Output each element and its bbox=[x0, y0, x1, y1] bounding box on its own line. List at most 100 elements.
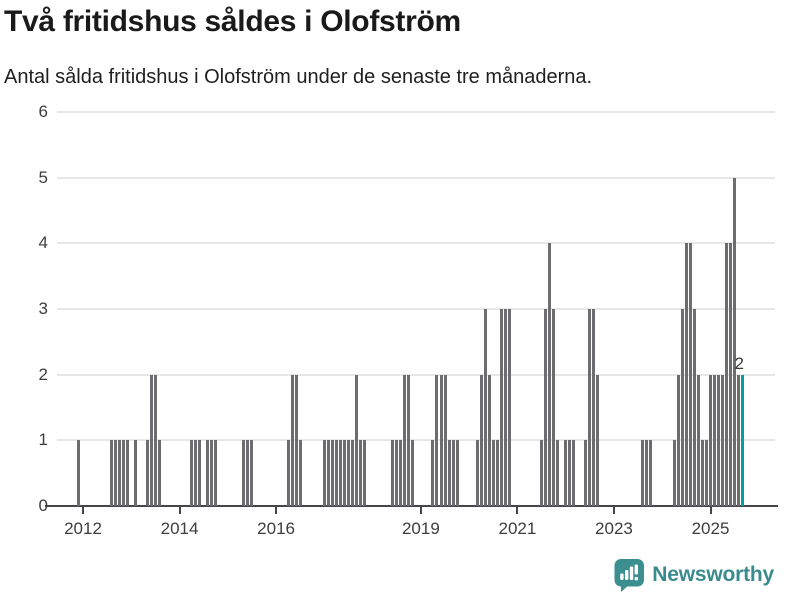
x-axis-tick bbox=[419, 507, 422, 514]
bar bbox=[242, 440, 245, 506]
bar bbox=[407, 375, 410, 506]
bar bbox=[480, 375, 483, 506]
bar bbox=[403, 375, 406, 506]
bar bbox=[500, 309, 503, 506]
y-axis-tick-label: 2 bbox=[38, 364, 48, 384]
bar bbox=[645, 440, 648, 506]
bar bbox=[733, 178, 736, 506]
bar bbox=[399, 440, 402, 506]
x-axis-tick bbox=[82, 507, 84, 514]
bar bbox=[448, 440, 451, 506]
bar bbox=[592, 309, 595, 506]
bar bbox=[717, 375, 720, 506]
bar bbox=[134, 440, 137, 506]
bar bbox=[584, 440, 587, 506]
bar bbox=[444, 375, 447, 506]
x-axis-tick bbox=[178, 507, 181, 514]
bar bbox=[250, 440, 253, 506]
x-axis-tick bbox=[612, 507, 615, 514]
x-axis-line bbox=[45, 505, 778, 507]
x-axis-tick bbox=[516, 507, 519, 514]
bar bbox=[705, 440, 708, 506]
bar bbox=[713, 375, 716, 506]
bar bbox=[508, 309, 511, 506]
bar bbox=[496, 440, 499, 506]
bar bbox=[737, 375, 740, 506]
bar bbox=[335, 440, 338, 506]
bar bbox=[456, 440, 459, 506]
bar bbox=[556, 440, 559, 506]
y-axis-tick-label: 1 bbox=[38, 430, 48, 450]
bar bbox=[725, 243, 728, 506]
x-axis-tick-label: 2019 bbox=[401, 519, 440, 538]
newsworthy-logo-text: Newsworthy bbox=[652, 563, 774, 586]
x-axis-tick bbox=[275, 507, 278, 514]
bar bbox=[488, 375, 491, 506]
bar-value-label: 2 bbox=[734, 354, 744, 373]
y-axis-tick-label: 4 bbox=[38, 233, 48, 253]
bar bbox=[154, 375, 157, 506]
bar bbox=[689, 243, 692, 506]
bar bbox=[146, 440, 149, 506]
bar bbox=[685, 243, 688, 506]
newsworthy-logo: Newsworthy bbox=[614, 558, 774, 592]
bar bbox=[347, 440, 350, 506]
bar bbox=[435, 375, 438, 506]
bar bbox=[77, 440, 80, 506]
highlighted-bar bbox=[741, 375, 744, 506]
bar bbox=[114, 440, 117, 506]
bar bbox=[339, 440, 342, 506]
gridline bbox=[57, 373, 775, 376]
bar bbox=[126, 440, 129, 506]
bar bbox=[359, 440, 362, 506]
bar bbox=[295, 375, 298, 506]
bar bbox=[291, 375, 294, 506]
bar bbox=[649, 440, 652, 506]
bar bbox=[411, 440, 414, 506]
x-axis-tick bbox=[709, 507, 712, 514]
bar bbox=[721, 375, 724, 506]
bar bbox=[327, 440, 330, 506]
bar bbox=[476, 440, 479, 506]
y-axis-tick-label: 5 bbox=[38, 167, 48, 187]
bar bbox=[681, 309, 684, 506]
x-axis-tick-label: 2014 bbox=[160, 519, 199, 538]
bar bbox=[431, 440, 434, 506]
bar bbox=[198, 440, 201, 506]
bar bbox=[210, 440, 213, 506]
bar bbox=[190, 440, 193, 506]
bar bbox=[540, 440, 543, 506]
bar bbox=[544, 309, 547, 506]
bar bbox=[395, 440, 398, 506]
bar bbox=[391, 440, 394, 506]
bar bbox=[287, 440, 290, 506]
gridline bbox=[57, 242, 775, 245]
bar bbox=[693, 309, 696, 506]
bar bbox=[363, 440, 366, 506]
bar bbox=[504, 309, 507, 506]
bar bbox=[299, 440, 302, 506]
bar bbox=[729, 243, 732, 506]
x-axis-tick-label: 2025 bbox=[691, 519, 730, 538]
bar bbox=[118, 440, 121, 506]
bar bbox=[194, 440, 197, 506]
bar bbox=[572, 440, 575, 506]
x-axis-tick-label: 2021 bbox=[498, 519, 537, 538]
bar bbox=[122, 440, 125, 506]
gridline bbox=[57, 439, 775, 442]
bar bbox=[351, 440, 354, 506]
bar bbox=[150, 375, 153, 506]
bar bbox=[641, 440, 644, 506]
gridline bbox=[57, 110, 775, 113]
bar bbox=[568, 440, 571, 506]
bar bbox=[484, 309, 487, 506]
bar bbox=[246, 440, 249, 506]
gridline bbox=[57, 307, 775, 310]
bar bbox=[709, 375, 712, 506]
newsworthy-logo-icon bbox=[614, 559, 645, 592]
bar bbox=[548, 243, 551, 506]
bar bbox=[331, 440, 334, 506]
bar bbox=[158, 440, 161, 506]
